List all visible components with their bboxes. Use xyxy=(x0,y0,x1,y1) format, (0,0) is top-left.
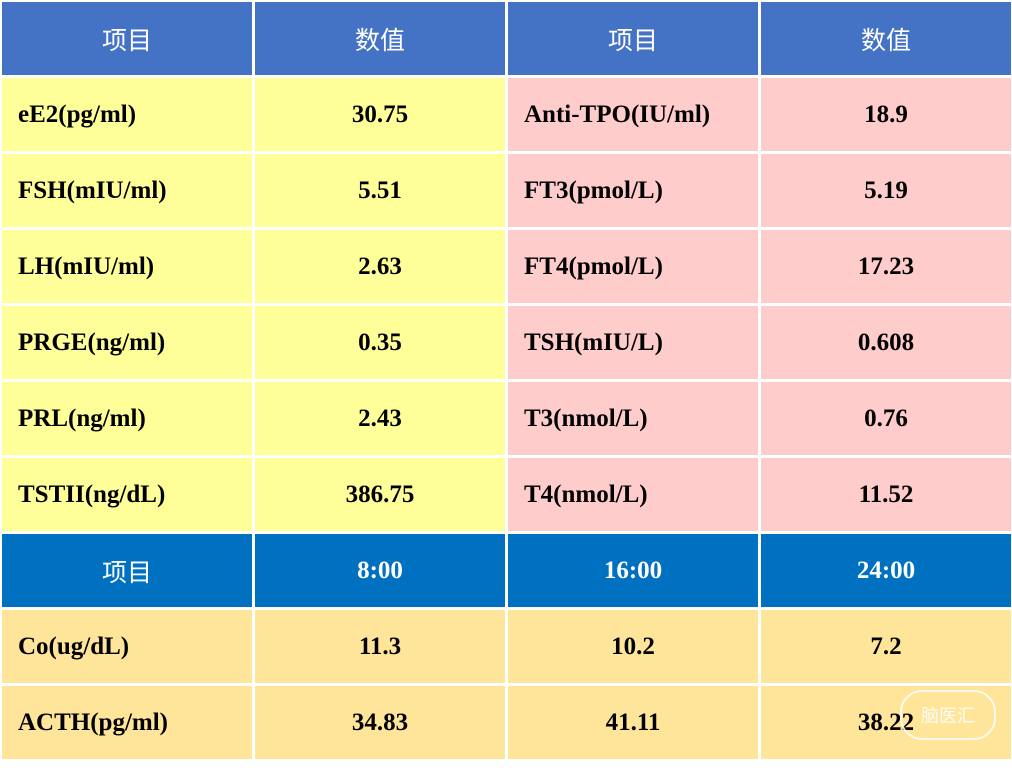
table-cell-label: TSH(mIU/L) xyxy=(508,306,758,379)
table-cell-value: 2.43 xyxy=(255,382,505,455)
table-cell-value: 17.23 xyxy=(761,230,1011,303)
table-cell-value: 11.52 xyxy=(761,458,1011,531)
table-cell-label: PRL(ng/ml) xyxy=(2,382,252,455)
header-time-8: 8:00 xyxy=(255,534,505,607)
table-cell-label: FT3(pmol/L) xyxy=(508,154,758,227)
table-cell-value: 41.11 xyxy=(508,686,758,759)
table-cell-label: TSTII(ng/dL) xyxy=(2,458,252,531)
table-cell-value: 18.9 xyxy=(761,78,1011,151)
table-cell-value: 386.75 xyxy=(255,458,505,531)
table-cell-value: 5.19 xyxy=(761,154,1011,227)
table-cell-label: PRGE(ng/ml) xyxy=(2,306,252,379)
header-value: 数值 xyxy=(761,2,1011,75)
table-cell-value: 7.2 xyxy=(761,610,1011,683)
table-cell-label: FSH(mIU/ml) xyxy=(2,154,252,227)
header-value: 数值 xyxy=(255,2,505,75)
table-cell-label: Anti-TPO(IU/ml) xyxy=(508,78,758,151)
table-cell-value: 34.83 xyxy=(255,686,505,759)
header-time-24: 24:00 xyxy=(761,534,1011,607)
table-cell-value: 2.63 xyxy=(255,230,505,303)
table-cell-value: 0.76 xyxy=(761,382,1011,455)
table-cell-label: T3(nmol/L) xyxy=(508,382,758,455)
table-cell-value: 0.608 xyxy=(761,306,1011,379)
table-cell-label: T4(nmol/L) xyxy=(508,458,758,531)
header-item: 项目 xyxy=(2,2,252,75)
table-cell-label: ACTH(pg/ml) xyxy=(2,686,252,759)
table-cell-value: 11.3 xyxy=(255,610,505,683)
table-cell-label: LH(mIU/ml) xyxy=(2,230,252,303)
table-cell-value: 30.75 xyxy=(255,78,505,151)
table-cell-value: 0.35 xyxy=(255,306,505,379)
header-item: 项目 xyxy=(508,2,758,75)
table-cell-value: 10.2 xyxy=(508,610,758,683)
table-cell-label: Co(ug/dL) xyxy=(2,610,252,683)
header-time-16: 16:00 xyxy=(508,534,758,607)
table-cell-value: 5.51 xyxy=(255,154,505,227)
watermark-logo: 脑医汇 xyxy=(900,690,996,740)
header-item: 项目 xyxy=(2,534,252,607)
table-cell-label: FT4(pmol/L) xyxy=(508,230,758,303)
table-cell-label: eE2(pg/ml) xyxy=(2,78,252,151)
